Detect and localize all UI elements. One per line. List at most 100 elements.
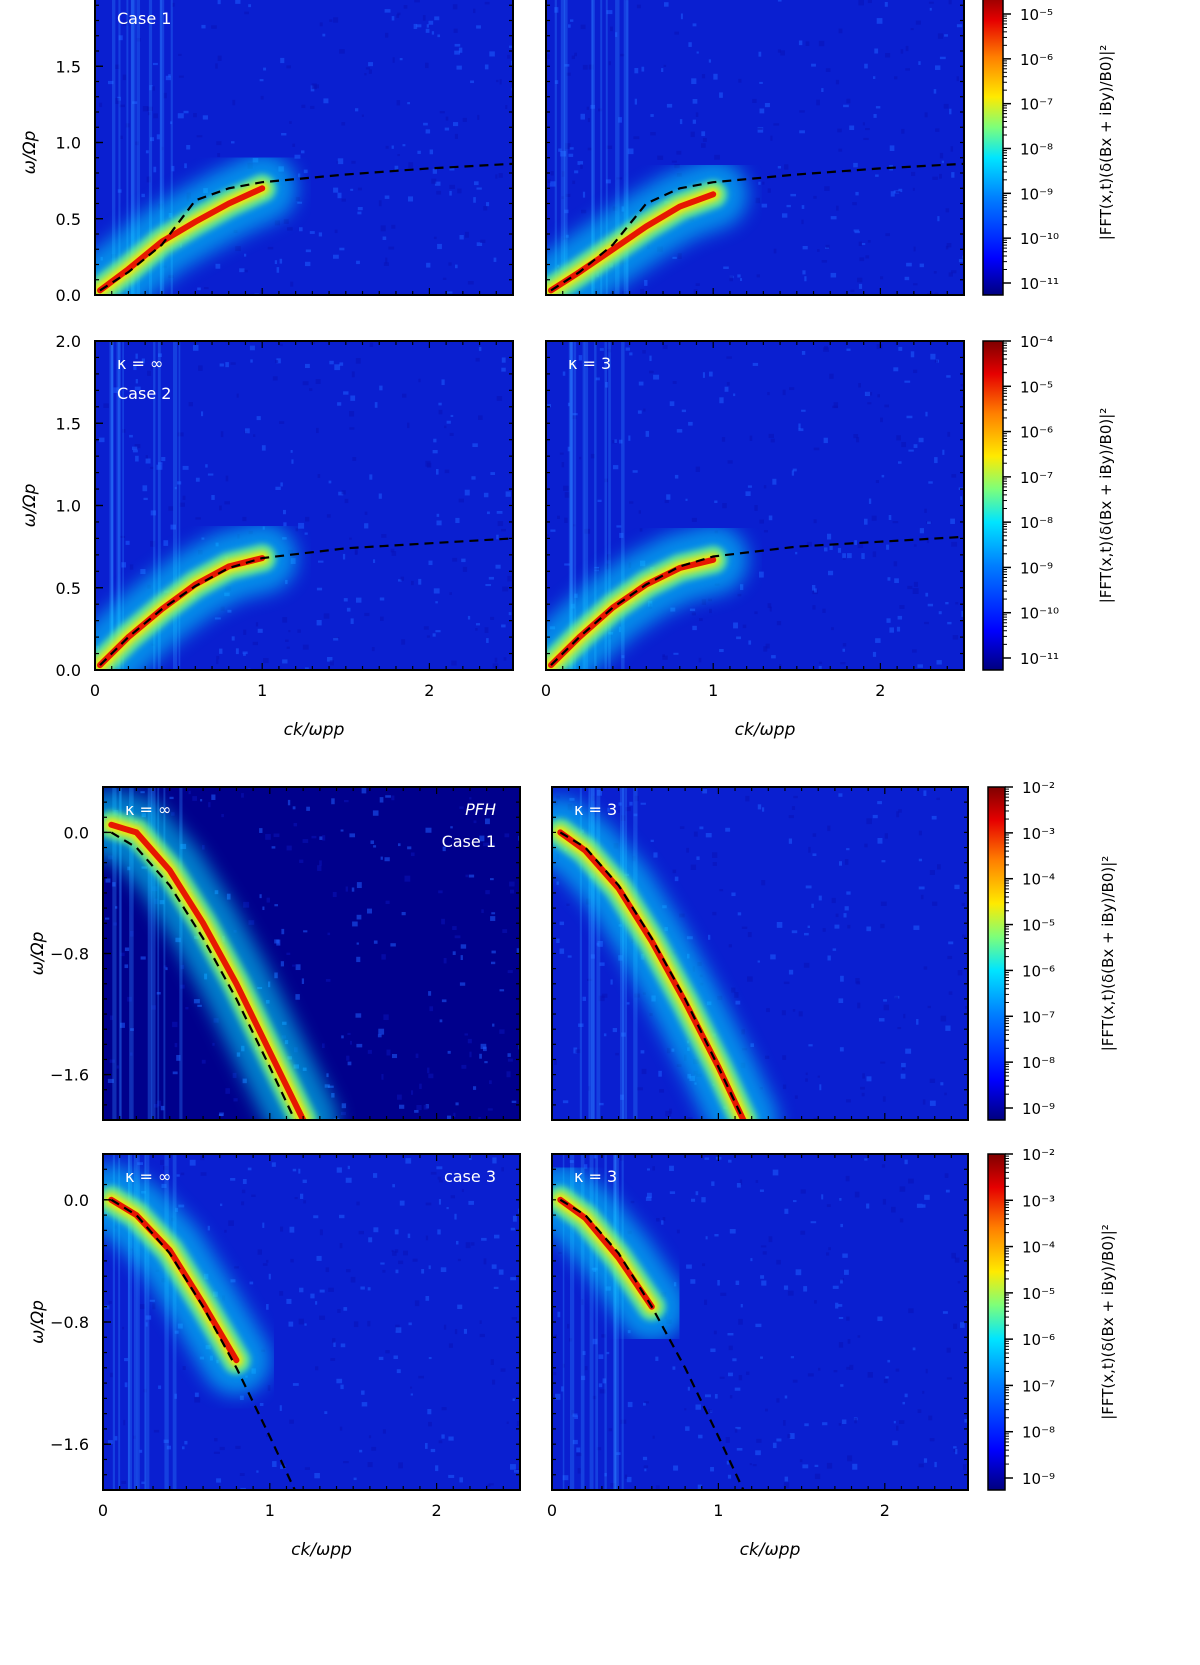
noise-speck xyxy=(736,1448,743,1451)
noise-speck xyxy=(765,1408,768,1412)
noise-speck xyxy=(457,188,462,194)
noise-speck xyxy=(846,848,850,851)
noise-speck xyxy=(150,137,155,142)
noise-speck xyxy=(141,1481,145,1485)
noise-speck xyxy=(799,1459,803,1463)
noise-speck xyxy=(425,1202,432,1206)
noise-speck xyxy=(350,1040,353,1045)
noise-speck xyxy=(913,369,918,374)
noise-speck xyxy=(964,1419,968,1423)
noise-speck xyxy=(897,615,903,620)
noise-speck xyxy=(790,193,796,197)
x-tick-label: 0 xyxy=(98,1501,108,1520)
noise-speck xyxy=(821,88,824,93)
noise-speck xyxy=(889,627,895,633)
noise-speck xyxy=(708,598,712,602)
noise-speck xyxy=(98,437,105,443)
streak xyxy=(595,1154,599,1490)
noise-speck xyxy=(913,544,917,547)
noise-speck xyxy=(601,1334,606,1338)
noise-speck xyxy=(784,1476,789,1482)
noise-speck xyxy=(133,364,137,371)
noise-speck xyxy=(858,383,861,388)
noise-speck xyxy=(279,421,285,424)
colorbar-tick-label: 10⁻⁵ xyxy=(1020,6,1053,24)
noise-speck xyxy=(294,1197,298,1200)
noise-speck xyxy=(177,481,182,485)
noise-speck xyxy=(932,176,938,180)
noise-speck xyxy=(619,439,623,444)
noise-speck xyxy=(564,492,570,498)
noise-speck xyxy=(899,1218,904,1223)
noise-speck xyxy=(839,1198,842,1201)
noise-speck xyxy=(923,1458,928,1463)
noise-speck xyxy=(454,1213,457,1220)
noise-speck xyxy=(480,1043,487,1050)
noise-speck xyxy=(201,411,204,417)
streak xyxy=(157,787,160,1120)
noise-speck xyxy=(787,1434,791,1439)
noise-speck xyxy=(704,1299,708,1305)
noise-speck xyxy=(461,1064,467,1069)
noise-speck xyxy=(643,408,646,412)
noise-speck xyxy=(934,457,938,464)
noise-speck xyxy=(767,392,770,396)
noise-speck xyxy=(599,1389,606,1394)
noise-speck xyxy=(726,382,730,386)
noise-speck xyxy=(735,1000,741,1005)
noise-speck xyxy=(579,456,582,460)
noise-speck xyxy=(956,76,959,82)
noise-speck xyxy=(710,1348,716,1353)
noise-speck xyxy=(481,1237,487,1241)
noise-speck xyxy=(292,806,296,810)
noise-speck xyxy=(901,1062,906,1068)
noise-speck xyxy=(350,618,354,624)
noise-speck xyxy=(145,458,151,464)
noise-speck xyxy=(868,498,872,504)
noise-speck xyxy=(763,646,768,652)
noise-speck xyxy=(910,351,915,358)
noise-speck xyxy=(924,508,927,513)
noise-speck xyxy=(433,588,440,594)
noise-speck xyxy=(951,541,958,547)
noise-speck xyxy=(571,415,577,420)
streak xyxy=(131,0,136,295)
streak xyxy=(573,341,577,670)
noise-speck xyxy=(329,660,334,666)
noise-speck xyxy=(380,616,384,621)
noise-speck xyxy=(221,814,224,818)
noise-speck xyxy=(260,95,264,100)
noise-speck xyxy=(156,992,161,995)
noise-speck xyxy=(383,262,389,266)
noise-speck xyxy=(936,660,942,665)
noise-speck xyxy=(428,1421,432,1427)
noise-speck xyxy=(168,506,174,511)
noise-speck xyxy=(285,639,289,642)
noise-speck xyxy=(298,1318,304,1325)
noise-speck xyxy=(266,1259,269,1263)
noise-speck xyxy=(875,480,879,484)
noise-speck xyxy=(725,827,731,832)
noise-speck xyxy=(367,908,372,914)
noise-speck xyxy=(825,68,831,72)
noise-speck xyxy=(437,1229,441,1235)
colorbar-tick-label: 10⁻⁶ xyxy=(1020,424,1053,442)
noise-speck xyxy=(392,57,395,63)
noise-speck xyxy=(274,220,280,226)
noise-speck xyxy=(423,626,429,630)
noise-speck xyxy=(947,955,953,960)
noise-speck xyxy=(468,874,475,878)
noise-speck xyxy=(918,858,923,862)
noise-speck xyxy=(894,996,899,999)
noise-speck xyxy=(567,446,571,452)
noise-speck xyxy=(719,92,723,98)
noise-speck xyxy=(301,104,306,109)
noise-speck xyxy=(373,1173,378,1178)
streak xyxy=(591,0,595,295)
noise-speck xyxy=(432,633,436,637)
noise-speck xyxy=(286,952,291,955)
noise-speck xyxy=(719,1376,725,1379)
panel-annotation: case 3 xyxy=(444,1167,496,1186)
noise-speck xyxy=(650,132,656,136)
noise-speck xyxy=(802,270,806,275)
